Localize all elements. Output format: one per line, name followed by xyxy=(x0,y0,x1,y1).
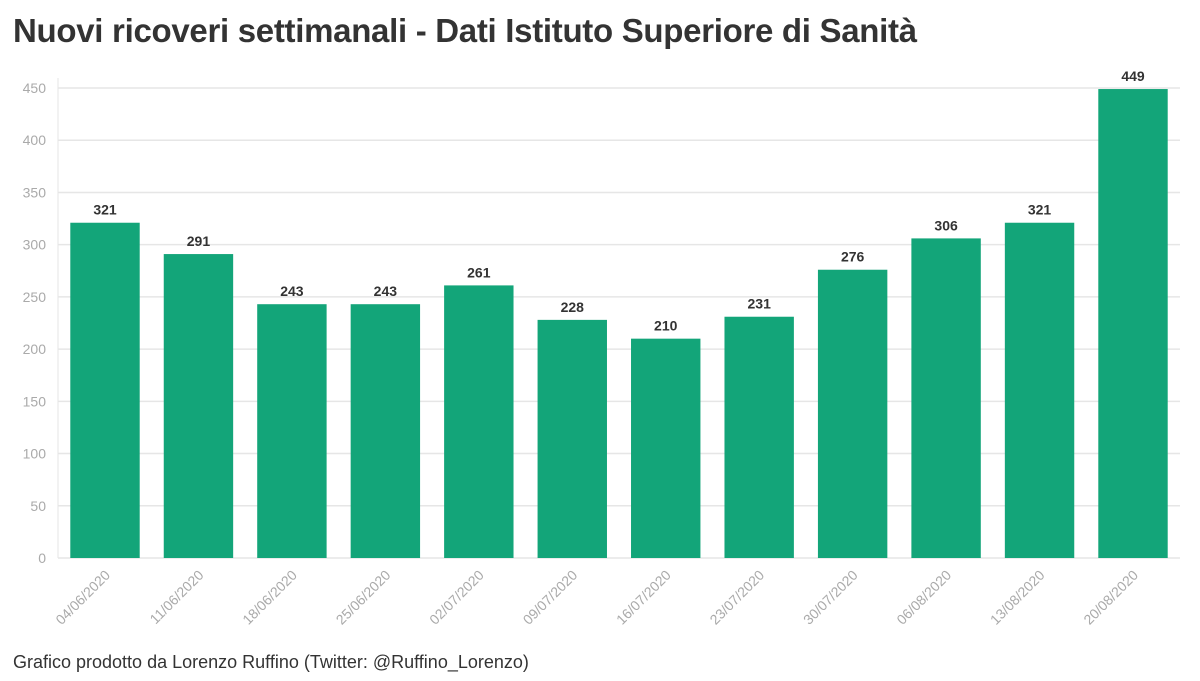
data-label: 228 xyxy=(561,299,585,315)
x-axis: 04/06/2020 11/06/2020 18/06/2020 25/06/2020… xyxy=(52,567,1141,628)
data-label: 261 xyxy=(467,264,491,280)
bar xyxy=(631,338,701,558)
y-tick-label: 300 xyxy=(23,237,47,253)
x-tick-label: 11/06/2020 xyxy=(146,567,206,627)
data-labels: 321 291 243 243 261 228 210 231 276 306 321 449 xyxy=(93,68,1145,334)
x-tick-label: 13/08/2020 xyxy=(987,567,1048,628)
data-label: 321 xyxy=(1028,202,1052,218)
y-tick-label: 350 xyxy=(23,184,47,200)
y-tick-label: 100 xyxy=(23,446,47,462)
chart-title: Nuovi ricoveri settimanali - Dati Istitu… xyxy=(13,12,917,49)
data-label: 276 xyxy=(841,249,865,265)
bar xyxy=(257,304,327,558)
bar xyxy=(1098,89,1168,559)
x-tick-label: 20/08/2020 xyxy=(1080,567,1141,628)
grid-lines xyxy=(58,87,1180,559)
bar xyxy=(724,316,794,558)
data-label: 291 xyxy=(187,233,211,249)
x-tick-label: 25/06/2020 xyxy=(333,567,394,628)
bar xyxy=(163,254,234,559)
y-tick-label: 50 xyxy=(30,498,46,514)
bar xyxy=(1004,222,1075,558)
x-tick-label: 09/07/2020 xyxy=(520,567,581,628)
x-tick-label: 18/06/2020 xyxy=(239,567,300,628)
bar xyxy=(70,222,140,558)
data-label: 210 xyxy=(654,318,678,334)
footer-credit: Grafico prodotto da Lorenzo Ruffino (Twi… xyxy=(13,652,529,672)
y-tick-label: 450 xyxy=(23,80,47,96)
x-tick-label: 30/07/2020 xyxy=(800,567,861,628)
y-tick-label: 250 xyxy=(23,289,47,305)
y-tick-label: 200 xyxy=(23,341,47,357)
y-tick-label: 400 xyxy=(23,132,47,148)
bar-chart: 0 50 100 150 200 250 300 350 400 450 321 291 243 243… xyxy=(23,68,1180,628)
data-label: 243 xyxy=(280,283,304,299)
y-axis: 0 50 100 150 200 250 300 350 400 450 xyxy=(23,78,59,566)
bar xyxy=(350,304,421,558)
data-label: 231 xyxy=(748,296,772,312)
y-tick-label: 150 xyxy=(23,393,47,409)
x-tick-label: 16/07/2020 xyxy=(613,567,674,628)
data-label: 243 xyxy=(374,283,398,299)
bar xyxy=(911,238,981,558)
y-tick-label: 0 xyxy=(38,550,46,566)
x-tick-label: 23/07/2020 xyxy=(706,567,767,628)
x-tick-label: 04/06/2020 xyxy=(52,567,113,628)
data-label: 321 xyxy=(93,202,117,218)
data-label: 449 xyxy=(1121,68,1145,84)
bar xyxy=(537,319,607,558)
bar xyxy=(817,269,888,558)
x-tick-label: 06/08/2020 xyxy=(893,567,954,628)
data-label: 306 xyxy=(934,217,958,233)
bars xyxy=(70,89,1168,559)
bar xyxy=(444,285,514,558)
x-tick-label: 02/07/2020 xyxy=(426,567,487,628)
